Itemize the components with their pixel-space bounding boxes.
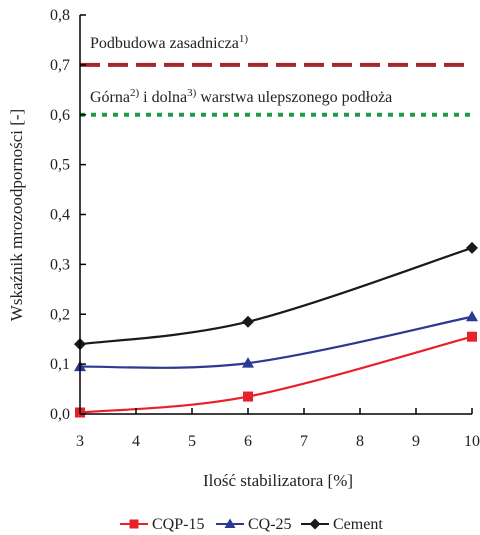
data-point-cq-25-6 [242,357,254,368]
series-layer [74,241,478,418]
legend-label-cq-25: CQ-25 [248,516,292,533]
y-tick-label-6: 0,6 [50,107,70,124]
x-tick-label-3: 6 [244,433,252,450]
data-point-cement-6 [242,315,254,328]
legend-item-cement: Cement [301,516,383,533]
ref-label-upper: Podbudowa zasadnicza1) [90,33,248,52]
x-tick-label-6: 9 [412,433,420,450]
data-point-cq-25-10 [466,310,478,322]
ref-label-lower: Górna2) i dolna3) warstwa ulepszonego po… [90,87,392,106]
x-tick-label-0: 3 [76,433,84,450]
y-tick-label-8: 0,8 [50,7,70,24]
axes: 0,0 0,1 0,2 0,3 0,4 0,5 0,6 0,7 0,8 3 4 5 6 7 8 9 10 [50,7,480,450]
y-tick-label-0: 0,0 [50,406,70,423]
y-tick-label-7: 0,7 [50,57,70,74]
y-tick-label-3: 0,3 [50,256,70,273]
legend-marker-cqp-15 [129,519,139,529]
x-tick-label-5: 8 [356,433,364,450]
series-line-cqp-15 [79,335,473,414]
legend-item-cqp-15: CQP-15 [120,516,204,533]
legend-label-cqp-15: CQP-15 [152,516,204,533]
data-point-cqp-15-6 [243,391,253,402]
x-tick-label-1: 4 [132,433,140,450]
reference-lines [80,62,472,117]
y-tick-label-1: 0,1 [50,356,70,373]
x-tick-label-2: 5 [188,433,196,450]
data-point-cqp-15-10 [467,331,477,342]
series-line-cq-25 [79,315,473,369]
y-axis-title: Wskaźnik mrozoodporności [-] [7,109,26,321]
x-tick-label-7: 10 [464,433,480,450]
x-axis-title: Ilość stabilizatora [%] [203,471,353,490]
legend-label-cement: Cement [333,516,383,533]
y-tick-label-2: 0,2 [50,306,70,323]
y-tick-label-5: 0,5 [50,157,70,174]
legend-marker-cement [309,518,321,530]
y-tick-label-4: 0,4 [50,207,70,224]
data-point-cement-10 [466,241,478,254]
x-tick-label-4: 7 [300,433,308,450]
legend: CQP-15 CQ-25 Cement [120,516,383,533]
legend-item-cq-25: CQ-25 [216,516,292,533]
legend-marker-cq-25 [224,518,236,528]
